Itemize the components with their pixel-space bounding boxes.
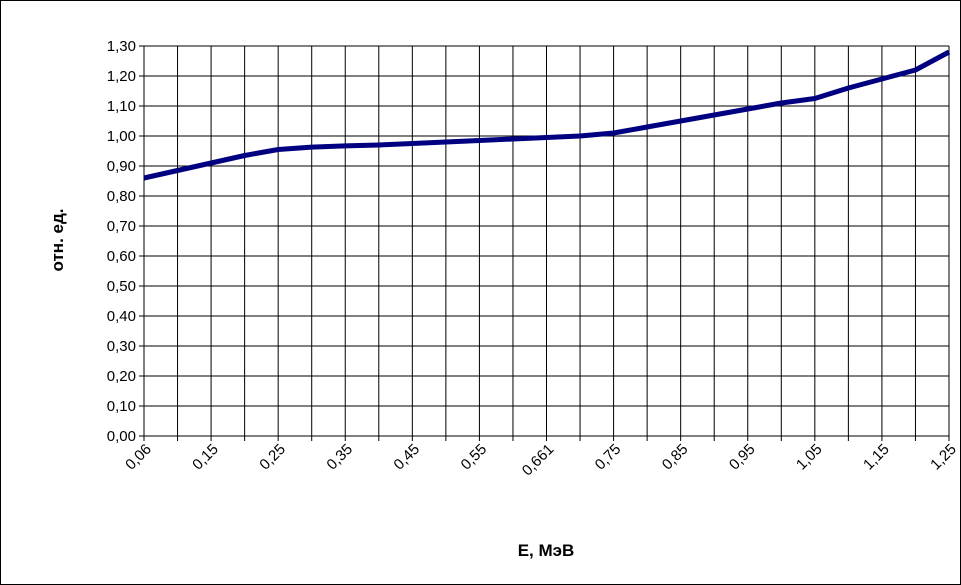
y-tick-label: 0,40: [107, 308, 136, 325]
x-tick-label: 0,75: [592, 441, 625, 474]
axis-layer: [139, 45, 950, 441]
x-tick-labels: 0,06 0,15 0,25 0,35 0,45 0,55 0,661 0,75 0,85 0,9…: [122, 441, 960, 480]
x-tick-label: 0,95: [726, 441, 759, 474]
x-tick-label: 0,25: [256, 441, 289, 474]
y-tick-label: 0,30: [107, 338, 136, 355]
y-tick-label: 0,10: [107, 398, 136, 415]
x-tick-label: 0,85: [659, 441, 692, 474]
series-layer: [143, 49, 951, 181]
x-tick-label: 0,06: [122, 441, 155, 474]
x-tick-label: 1,15: [860, 441, 893, 474]
y-tick-label: 0,90: [107, 158, 136, 175]
x-tick-label: 1,05: [793, 441, 826, 474]
y-tick-label: 0,50: [107, 278, 136, 295]
y-tick-label: 1,20: [107, 68, 136, 85]
x-axis-title: E, МэВ: [518, 541, 575, 560]
grid-layer: [143, 45, 950, 437]
x-tick-label: 0,35: [323, 441, 356, 474]
series-line: [143, 49, 951, 181]
y-tick-label: 0,20: [107, 368, 136, 385]
x-tick-label: 0,15: [189, 441, 222, 474]
x-tick-label: 0,55: [458, 441, 491, 474]
y-tick-label: 0,00: [107, 428, 136, 445]
y-tick-label: 1,00: [107, 128, 136, 145]
x-tick-label: 0,45: [390, 441, 423, 474]
y-tick-labels: 0,00 0,10 0,20 0,30 0,40 0,50 0,60 0,70 0,80 0,90…: [107, 38, 136, 445]
y-tick-label: 1,30: [107, 38, 136, 55]
y-tick-label: 0,80: [107, 188, 136, 205]
y-tick-label: 0,60: [107, 248, 136, 265]
y-tick-label: 1,10: [107, 98, 136, 115]
x-tick-label: 1,25: [927, 441, 960, 474]
y-axis-title: отн. ед.: [48, 209, 67, 272]
y-tick-label: 0,70: [107, 218, 136, 235]
x-tick-label: 0,661: [519, 441, 558, 480]
